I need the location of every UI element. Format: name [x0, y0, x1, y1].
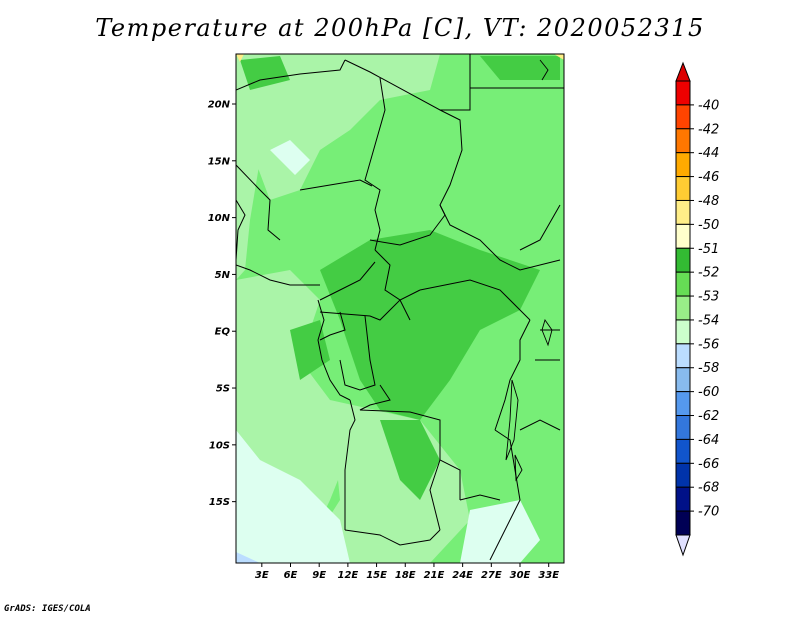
colorbar-swatch: [675, 438, 691, 464]
colorbar-swatch: [675, 510, 691, 536]
field-band-56-patch-north: [270, 140, 310, 175]
colorbar-swatch: [675, 199, 691, 225]
lon-tick-label: 9E: [312, 570, 326, 581]
lon-tick-label: 12E: [338, 570, 359, 581]
colorbar-label: -52: [698, 266, 719, 281]
colorbar-swatch: [675, 247, 691, 273]
colorbar-label: -46: [698, 170, 719, 185]
colorbar-swatch: [675, 104, 691, 130]
longitude-axis: 3E 6E 9E 12E 15E 18E 21E 24E 27E 30E 33E: [255, 563, 559, 581]
lat-tick-label: 5N: [215, 270, 231, 281]
colorbar-swatch: [675, 343, 691, 369]
colorbar-label: -42: [698, 122, 719, 137]
latitude-axis: 20N 15N 10N 5N EQ 5S 10S 15S: [208, 99, 236, 508]
lat-tick-label: 10S: [209, 440, 230, 451]
field-band-52-south-patch: [380, 420, 440, 500]
colorbar-label: -54: [698, 313, 719, 328]
colorbar-swatch: [675, 80, 691, 106]
lon-tick-label: 15E: [366, 570, 387, 581]
colorbar-swatch: [675, 486, 691, 512]
field-cold-spot-sw: [236, 552, 260, 563]
lon-tick-label: 3E: [255, 570, 269, 581]
field-warm-spot-nw: [236, 54, 244, 62]
colorbar-top-arrow: [675, 61, 691, 82]
colorbar-label: -66: [698, 457, 719, 472]
colorbar-swatch: [675, 367, 691, 393]
field-band-52-northeast-patch: [480, 56, 560, 80]
lon-tick-label: 24E: [452, 570, 473, 581]
lon-tick-label: 18E: [395, 570, 416, 581]
lat-tick-label: 15N: [208, 156, 231, 167]
field-band-56-patch-southeast: [460, 500, 540, 563]
colorbar-label: -60: [698, 385, 719, 400]
lat-tick-label: 10N: [208, 213, 231, 224]
grads-credit: GrADS: IGES/COLA: [4, 604, 91, 614]
colorbar-label: -58: [698, 361, 719, 376]
field-band-52-central: [320, 230, 540, 420]
colorbar-swatch: [675, 319, 691, 345]
lat-tick-label: 15S: [209, 497, 230, 508]
colorbar-label: -51: [698, 242, 719, 257]
colorbar-swatch: [675, 152, 691, 178]
map-frame: [235, 53, 565, 564]
colorbar-label: -68: [698, 481, 719, 496]
colorbar-swatch: [675, 391, 691, 417]
field-warm-spot-ne: [554, 54, 564, 60]
lat-tick-label: 20N: [208, 99, 231, 110]
country-borders: [236, 54, 564, 561]
colorbar-label: -70: [698, 505, 719, 520]
colorbar-swatch: [675, 176, 691, 201]
lon-tick-label: 21E: [424, 570, 445, 581]
colorbar-label: -56: [698, 337, 719, 352]
colorbar: -40 -42 -44 -46 -48 -50 -51 -52 -53 -54 -56 -58 -60 -…: [675, 61, 719, 557]
colorbar-label: -53: [698, 290, 719, 305]
lon-tick-label: 6E: [284, 570, 298, 581]
map-title: Temperature at 200hPa [C], VT: 202005231…: [95, 14, 705, 42]
lon-tick-label: 30E: [510, 570, 531, 581]
colorbar-label: -64: [698, 433, 719, 448]
colorbar-swatch: [675, 462, 691, 488]
colorbar-label: -62: [698, 409, 719, 424]
lat-tick-label: 5S: [216, 384, 230, 395]
field-band-56-southwest: [236, 430, 350, 563]
field-band-52-north-patch: [240, 56, 290, 90]
colorbar-swatch: [675, 295, 691, 321]
lon-tick-label: 33E: [538, 570, 559, 581]
colorbar-label: -48: [698, 194, 719, 209]
temperature-field: [236, 54, 564, 563]
colorbar-swatch: [675, 415, 691, 440]
colorbar-bottom-arrow: [675, 534, 691, 557]
colorbar-label: -40: [698, 98, 719, 113]
lon-tick-label: 27E: [481, 570, 502, 581]
colorbar-label: -44: [698, 146, 719, 161]
lakes: [505, 59, 553, 482]
lat-tick-label: EQ: [215, 327, 231, 338]
colorbar-swatch: [675, 271, 691, 297]
colorbar-swatch: [675, 128, 691, 154]
colorbar-swatch: [675, 223, 691, 249]
colorbar-label: -50: [698, 218, 719, 233]
